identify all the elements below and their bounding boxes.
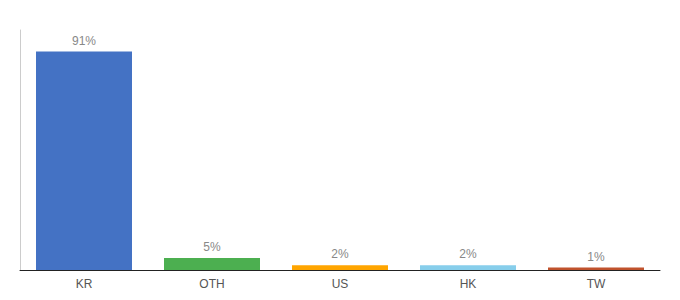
svg-text:TW: TW	[587, 277, 606, 291]
svg-text:2%: 2%	[459, 247, 477, 261]
svg-text:1%: 1%	[587, 250, 605, 264]
svg-text:HK: HK	[460, 277, 477, 291]
svg-text:2%: 2%	[331, 247, 349, 261]
svg-text:KR: KR	[76, 277, 93, 291]
svg-text:91%: 91%	[72, 34, 96, 48]
svg-text:US: US	[332, 277, 349, 291]
svg-text:5%: 5%	[203, 240, 221, 254]
svg-text:OTH: OTH	[199, 277, 224, 291]
